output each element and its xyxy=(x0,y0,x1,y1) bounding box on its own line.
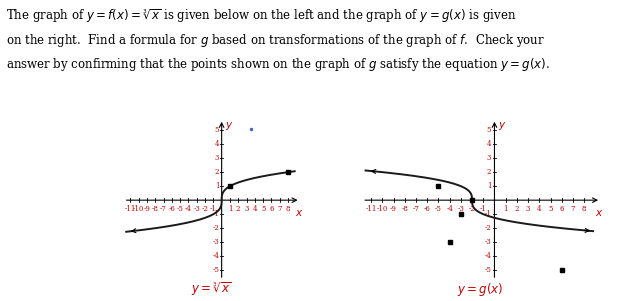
Text: 4: 4 xyxy=(487,140,491,148)
Text: -1: -1 xyxy=(212,210,219,218)
Text: -1: -1 xyxy=(480,206,486,213)
Text: on the right.  Find a formula for $g$ based on transformations of the graph of $: on the right. Find a formula for $g$ bas… xyxy=(6,32,545,48)
Text: $x$: $x$ xyxy=(595,208,603,218)
Text: -8: -8 xyxy=(401,206,408,213)
Text: answer by confirming that the points shown on the graph of $g$ satisfy the equat: answer by confirming that the points sho… xyxy=(6,56,550,73)
Text: -5: -5 xyxy=(212,266,219,274)
Text: -10: -10 xyxy=(377,206,388,213)
Text: 5: 5 xyxy=(215,126,219,134)
Text: -7: -7 xyxy=(413,206,419,213)
Text: -3: -3 xyxy=(213,238,219,246)
Text: 5: 5 xyxy=(261,206,265,213)
Text: 2: 2 xyxy=(487,168,491,176)
Text: 1: 1 xyxy=(503,206,508,213)
Text: -4: -4 xyxy=(485,252,491,260)
Text: $y$: $y$ xyxy=(498,119,507,132)
Text: -2: -2 xyxy=(469,206,476,213)
Text: $y = \sqrt[3]{x}$: $y = \sqrt[3]{x}$ xyxy=(191,280,232,298)
Text: 4: 4 xyxy=(252,206,257,213)
Text: -7: -7 xyxy=(160,206,167,213)
Text: -10: -10 xyxy=(133,206,145,213)
Text: 2: 2 xyxy=(515,206,519,213)
Text: -6: -6 xyxy=(424,206,431,213)
Text: -4: -4 xyxy=(446,206,453,213)
Text: 6: 6 xyxy=(560,206,564,213)
Text: -2: -2 xyxy=(202,206,208,213)
Text: -5: -5 xyxy=(485,266,491,274)
Text: -1: -1 xyxy=(485,210,491,218)
Text: -6: -6 xyxy=(168,206,175,213)
Text: -3: -3 xyxy=(193,206,200,213)
Text: 2: 2 xyxy=(215,168,219,176)
Text: 2: 2 xyxy=(236,206,240,213)
Text: 1: 1 xyxy=(487,182,491,190)
Text: -1: -1 xyxy=(210,206,217,213)
Text: 8: 8 xyxy=(286,206,290,213)
Text: -11: -11 xyxy=(125,206,136,213)
Text: 7: 7 xyxy=(571,206,575,213)
Text: The graph of $y = f(x) = \sqrt[3]{x}$ is given below on the left and the graph o: The graph of $y = f(x) = \sqrt[3]{x}$ is… xyxy=(6,8,516,25)
Text: -5: -5 xyxy=(177,206,183,213)
Text: -4: -4 xyxy=(185,206,192,213)
Text: 5: 5 xyxy=(487,126,491,134)
Text: 3: 3 xyxy=(215,154,219,162)
Text: -9: -9 xyxy=(390,206,397,213)
Text: $y$: $y$ xyxy=(225,119,233,132)
Text: 1: 1 xyxy=(215,182,219,190)
Text: 5: 5 xyxy=(548,206,553,213)
Text: -4: -4 xyxy=(212,252,219,260)
Text: 3: 3 xyxy=(244,206,249,213)
Text: $x$: $x$ xyxy=(295,208,304,218)
Text: $y = g(x)$: $y = g(x)$ xyxy=(458,281,503,298)
Text: 4: 4 xyxy=(537,206,541,213)
Text: 3: 3 xyxy=(526,206,530,213)
Text: -3: -3 xyxy=(458,206,464,213)
Text: 8: 8 xyxy=(582,206,587,213)
Text: -2: -2 xyxy=(212,224,219,232)
Text: 4: 4 xyxy=(215,140,219,148)
Text: -5: -5 xyxy=(435,206,442,213)
Text: -8: -8 xyxy=(152,206,159,213)
Text: -2: -2 xyxy=(485,224,491,232)
Text: 7: 7 xyxy=(277,206,282,213)
Text: -11: -11 xyxy=(366,206,377,213)
Text: 1: 1 xyxy=(228,206,232,213)
Text: 3: 3 xyxy=(487,154,491,162)
Text: 6: 6 xyxy=(269,206,274,213)
Text: -9: -9 xyxy=(143,206,150,213)
Text: -3: -3 xyxy=(485,238,491,246)
